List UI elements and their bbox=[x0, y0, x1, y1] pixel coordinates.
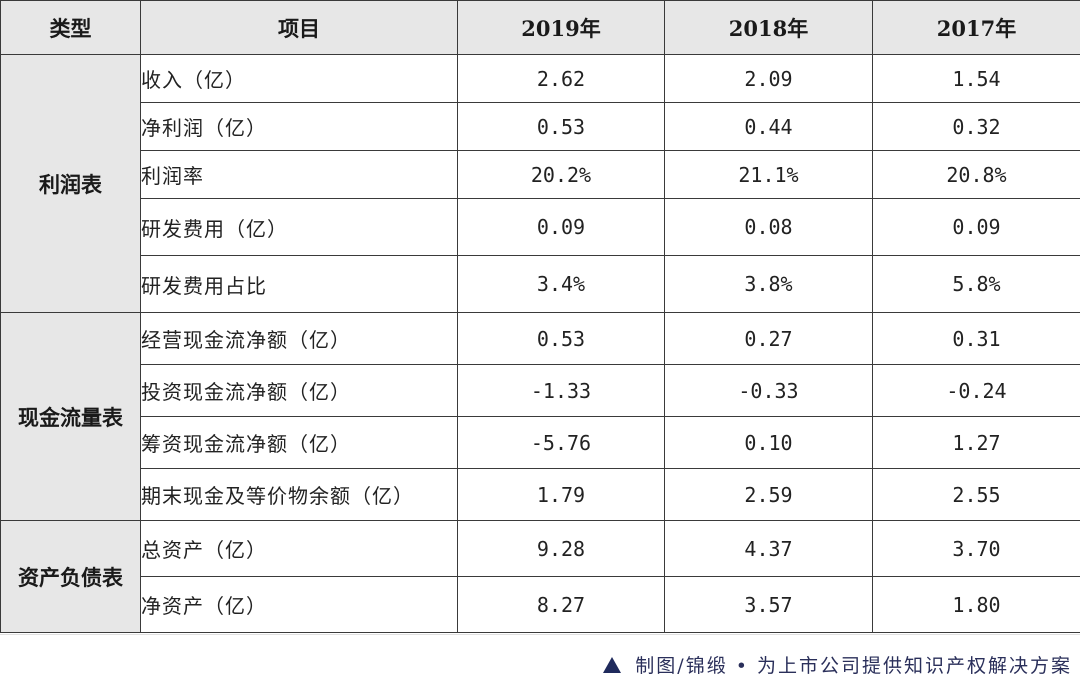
row-label: 净资产（亿） bbox=[141, 577, 458, 633]
cell-2018: 4.37 bbox=[665, 521, 873, 577]
cell-2017: 0.32 bbox=[873, 103, 1080, 151]
table-row: 资产负债表 总资产（亿） 9.28 4.37 3.70 bbox=[1, 521, 1080, 577]
row-label: 总资产（亿） bbox=[141, 521, 458, 577]
cell-2017: -0.24 bbox=[873, 365, 1080, 417]
cell-2017: 3.70 bbox=[873, 521, 1080, 577]
cell-2018: -0.33 bbox=[665, 365, 873, 417]
row-label: 净利润（亿） bbox=[141, 103, 458, 151]
cell-2018: 0.08 bbox=[665, 199, 873, 256]
cell-2017: 5.8% bbox=[873, 256, 1080, 313]
footer-text: 制图/锦缎 • 为上市公司提供知识产权解决方案 bbox=[635, 651, 1072, 678]
table-row: 研发费用占比 3.4% 3.8% 5.8% bbox=[1, 256, 1080, 313]
cell-2017: 1.80 bbox=[873, 577, 1080, 633]
cell-2018: 0.10 bbox=[665, 417, 873, 469]
table-row: 研发费用（亿） 0.09 0.08 0.09 bbox=[1, 199, 1080, 256]
cell-2018: 0.27 bbox=[665, 313, 873, 365]
triangle-up-icon bbox=[603, 657, 621, 673]
cell-2019: 0.09 bbox=[458, 199, 665, 256]
cell-2018: 3.57 bbox=[665, 577, 873, 633]
cell-2019: 8.27 bbox=[458, 577, 665, 633]
header-item: 项目 bbox=[141, 1, 458, 55]
header-2017: 2017年 bbox=[873, 1, 1080, 55]
cell-2018: 21.1% bbox=[665, 151, 873, 199]
row-label: 经营现金流净额（亿） bbox=[141, 313, 458, 365]
cell-2019: 20.2% bbox=[458, 151, 665, 199]
header-2019: 2019年 bbox=[458, 1, 665, 55]
cell-2017: 1.54 bbox=[873, 55, 1080, 103]
cell-2019: 3.4% bbox=[458, 256, 665, 313]
cell-2019: -1.33 bbox=[458, 365, 665, 417]
cell-2019: -5.76 bbox=[458, 417, 665, 469]
footer: 制图/锦缎 • 为上市公司提供知识产权解决方案 bbox=[0, 634, 1080, 692]
table-row: 利润表 收入（亿） 2.62 2.09 1.54 bbox=[1, 55, 1080, 103]
table-header-row: 类型 项目 2019年 2018年 2017年 bbox=[1, 1, 1080, 55]
cell-2017: 0.09 bbox=[873, 199, 1080, 256]
cell-2019: 0.53 bbox=[458, 313, 665, 365]
row-label: 筹资现金流净额（亿） bbox=[141, 417, 458, 469]
row-label: 利润率 bbox=[141, 151, 458, 199]
row-label: 研发费用占比 bbox=[141, 256, 458, 313]
table-row: 净利润（亿） 0.53 0.44 0.32 bbox=[1, 103, 1080, 151]
table-row: 现金流量表 经营现金流净额（亿） 0.53 0.27 0.31 bbox=[1, 313, 1080, 365]
cell-2018: 2.59 bbox=[665, 469, 873, 521]
row-label: 收入（亿） bbox=[141, 55, 458, 103]
table-row: 投资现金流净额（亿） -1.33 -0.33 -0.24 bbox=[1, 365, 1080, 417]
row-label: 研发费用（亿） bbox=[141, 199, 458, 256]
table-row: 期末现金及等价物余额（亿） 1.79 2.59 2.55 bbox=[1, 469, 1080, 521]
cell-2017: 20.8% bbox=[873, 151, 1080, 199]
cell-2019: 1.79 bbox=[458, 469, 665, 521]
row-label: 投资现金流净额（亿） bbox=[141, 365, 458, 417]
cell-2017: 0.31 bbox=[873, 313, 1080, 365]
cell-2018: 2.09 bbox=[665, 55, 873, 103]
cell-2019: 2.62 bbox=[458, 55, 665, 103]
row-label: 期末现金及等价物余额（亿） bbox=[141, 469, 458, 521]
header-type: 类型 bbox=[1, 1, 141, 55]
table-row: 利润率 20.2% 21.1% 20.8% bbox=[1, 151, 1080, 199]
category-cash-flow-statement: 现金流量表 bbox=[1, 313, 141, 521]
cell-2017: 2.55 bbox=[873, 469, 1080, 521]
header-2018: 2018年 bbox=[665, 1, 873, 55]
footer-caption: 制图/锦缎 • 为上市公司提供知识产权解决方案 bbox=[603, 651, 1072, 678]
category-balance-sheet: 资产负债表 bbox=[1, 521, 141, 633]
table-row: 净资产（亿） 8.27 3.57 1.80 bbox=[1, 577, 1080, 633]
cell-2019: 9.28 bbox=[458, 521, 665, 577]
table-row: 筹资现金流净额（亿） -5.76 0.10 1.27 bbox=[1, 417, 1080, 469]
financial-table: 类型 项目 2019年 2018年 2017年 利润表 收入（亿） 2.62 2… bbox=[0, 0, 1080, 633]
category-income-statement: 利润表 bbox=[1, 55, 141, 313]
cell-2018: 0.44 bbox=[665, 103, 873, 151]
cell-2017: 1.27 bbox=[873, 417, 1080, 469]
cell-2018: 3.8% bbox=[665, 256, 873, 313]
cell-2019: 0.53 bbox=[458, 103, 665, 151]
